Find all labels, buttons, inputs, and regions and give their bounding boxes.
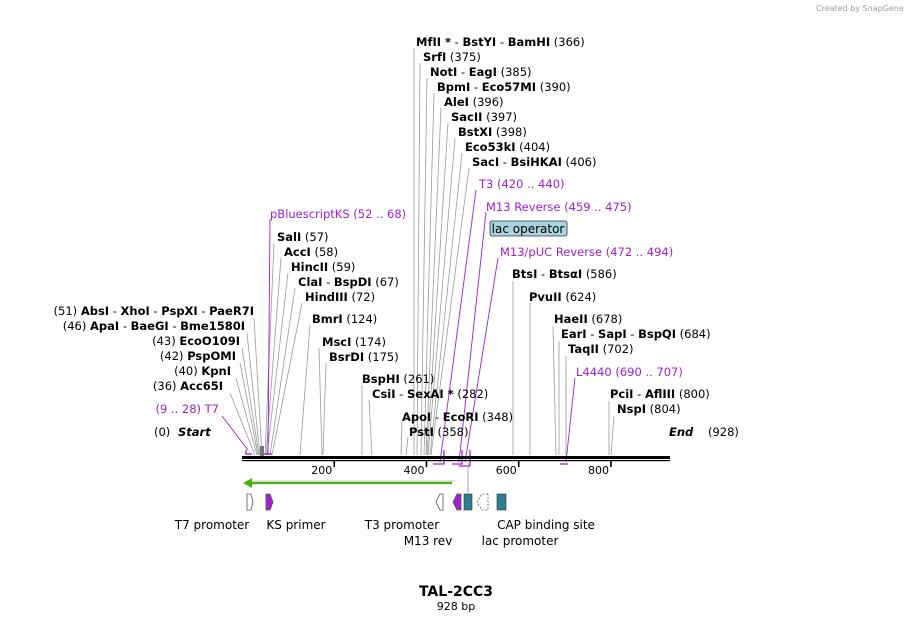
site-label: SacI - BsiHKAI (406) — [472, 155, 596, 169]
map-length: 928 bp — [437, 600, 475, 613]
site-label: AleI (396) — [444, 95, 504, 109]
ruler-tick-label: 600 — [496, 464, 517, 477]
site-label: (36) Acc65I — [153, 379, 223, 393]
site-leader-lines — [229, 48, 615, 456]
primer-label: L4440 (690 .. 707) — [576, 365, 683, 379]
site-label: BspHI (261) — [362, 372, 434, 386]
site-label: PstI (358) — [409, 425, 468, 439]
site-label: NspI (804) — [617, 402, 681, 416]
watermark: Created by SnapGene — [816, 4, 904, 13]
site-label: SrfI (375) — [423, 50, 481, 64]
site-label: (42) PspOMI — [160, 349, 236, 363]
feature-label: lac promoter — [482, 534, 559, 548]
primer-leader-lines — [221, 189, 576, 463]
site-label: BstXI (398) — [458, 125, 527, 139]
primer-labels: T3 (420 .. 440) M13 Reverse (459 .. 475)… — [155, 177, 682, 416]
feature-label: CAP binding site — [497, 518, 595, 532]
ruler-tick-label: 200 — [311, 464, 332, 477]
feature-label: M13 rev — [404, 534, 453, 548]
site-label: (51) AbsI - XhoI - PspXI - PaeR7I — [54, 304, 254, 318]
site-label: PciI - AflIII (800) — [610, 387, 710, 401]
t3-promoter-arrow-icon — [435, 493, 444, 511]
site-label: HindIII (72) — [305, 290, 375, 304]
feature-label: KS primer — [266, 518, 325, 532]
ruler-tick-label: 400 — [403, 464, 424, 477]
site-label: SalI (57) — [277, 230, 329, 244]
end-label: End — [669, 425, 694, 439]
feature-labels: T7 promoter KS primer T3 promoter M13 re… — [174, 518, 595, 548]
site-label: NotI - EagI (385) — [430, 65, 532, 79]
polylinker-mark — [260, 446, 264, 456]
primer-label: pBluescriptKS (52 .. 68) — [270, 207, 406, 221]
primer-label: (9 .. 28) T7 — [155, 402, 219, 416]
site-label: TaqII (702) — [568, 342, 634, 356]
site-label: BpmI - Eco57MI (390) — [437, 80, 571, 94]
ruler — [242, 446, 670, 462]
primer-label: M13/pUC Reverse (472 .. 494) — [500, 245, 673, 259]
svg-text:lac operator: lac operator — [492, 222, 565, 236]
site-label: BmrI (124) — [312, 312, 377, 326]
site-label: SacII (397) — [451, 110, 517, 124]
primer-label: T3 (420 .. 440) — [478, 177, 565, 191]
site-label: (46) ApaI - BaeGI - Bme1580I — [63, 319, 245, 333]
feature-label: T7 promoter — [174, 518, 250, 532]
lac-operator-feature-icon — [463, 493, 473, 511]
lac-promoter-arrow-icon — [476, 493, 489, 511]
site-label: (43) EcoO109I — [152, 334, 240, 348]
m13-rev-arrow-icon — [452, 493, 462, 511]
site-label: MscI (174) — [322, 335, 386, 349]
right-enzyme-labels: MfII * - BstYI - BamHI (366) SrfI (375) … — [277, 35, 711, 439]
site-label: (40) KpnI — [174, 364, 231, 378]
site-label: PvuII (624) — [529, 290, 596, 304]
lac-operator-box: lac operator — [489, 220, 568, 237]
site-label: AccI (58) — [284, 245, 338, 259]
start-pos: (0) — [154, 425, 170, 439]
left-enzyme-labels: (51) AbsI - XhoI - PspXI - PaeR7I (46) A… — [54, 304, 254, 393]
ruler-tick-label: 800 — [588, 464, 609, 477]
primer-label: M13 Reverse (459 .. 475) — [486, 200, 632, 214]
site-label: MfII * - BstYI - BamHI (366) — [416, 35, 585, 49]
t7-promoter-arrow-icon — [246, 493, 254, 511]
feature-track — [243, 463, 507, 511]
feature-label: T3 promoter — [364, 518, 440, 532]
site-label: BtsI - BtsαI (586) — [512, 267, 617, 281]
site-label: EarI - SapI - BspQI (684) — [561, 327, 711, 341]
site-label: ApoI - EcoRI (348) — [402, 410, 513, 424]
cap-binding-site-icon — [496, 493, 507, 511]
site-label: HaeII (678) — [554, 312, 622, 326]
site-label: BsrDI (175) — [329, 350, 399, 364]
site-label: CsiI - SexAI * (282) — [372, 387, 488, 401]
site-label: Eco53kI (404) — [465, 140, 550, 154]
end-pos: (928) — [708, 425, 739, 439]
start-label: Start — [178, 425, 211, 439]
site-label: ClaI - BspDI (67) — [298, 275, 399, 289]
ruler-ticks: 200 400 600 800 — [311, 461, 612, 477]
orf-arrow-head-icon — [243, 478, 252, 488]
ks-primer-arrow-icon — [265, 493, 274, 511]
map-title: TAL-2CC3 — [419, 584, 493, 600]
site-label: HincII (59) — [291, 260, 355, 274]
